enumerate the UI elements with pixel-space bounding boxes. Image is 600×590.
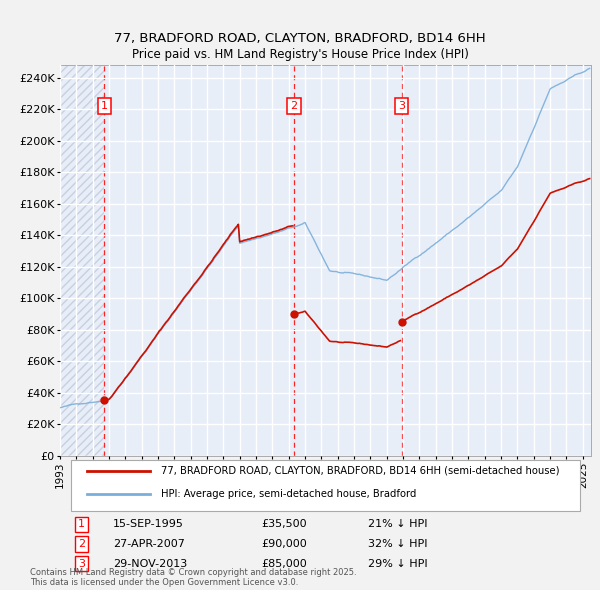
Text: 77, BRADFORD ROAD, CLAYTON, BRADFORD, BD14 6HH: 77, BRADFORD ROAD, CLAYTON, BRADFORD, BD…	[114, 32, 486, 45]
Text: 15-SEP-1995: 15-SEP-1995	[113, 519, 184, 529]
FancyBboxPatch shape	[71, 460, 580, 511]
Point	[289, 309, 299, 319]
Text: Price paid vs. HM Land Registry's House Price Index (HPI): Price paid vs. HM Land Registry's House …	[131, 48, 469, 61]
Text: 2: 2	[290, 101, 298, 111]
Text: 29-NOV-2013: 29-NOV-2013	[113, 559, 187, 569]
Text: 29% ↓ HPI: 29% ↓ HPI	[368, 559, 428, 569]
Text: £35,500: £35,500	[262, 519, 307, 529]
Text: HPI: Average price, semi-detached house, Bradford: HPI: Average price, semi-detached house,…	[161, 489, 416, 499]
Text: £90,000: £90,000	[262, 539, 308, 549]
Point	[100, 395, 109, 405]
Text: 3: 3	[78, 559, 85, 569]
Point	[397, 317, 406, 327]
Text: 3: 3	[398, 101, 405, 111]
Text: 32% ↓ HPI: 32% ↓ HPI	[368, 539, 427, 549]
Text: 2: 2	[77, 539, 85, 549]
Text: 77, BRADFORD ROAD, CLAYTON, BRADFORD, BD14 6HH (semi-detached house): 77, BRADFORD ROAD, CLAYTON, BRADFORD, BD…	[161, 466, 559, 476]
Text: Contains HM Land Registry data © Crown copyright and database right 2025.
This d: Contains HM Land Registry data © Crown c…	[30, 568, 356, 587]
Text: 27-APR-2007: 27-APR-2007	[113, 539, 185, 549]
Bar	[60, 65, 104, 456]
Text: 1: 1	[101, 101, 108, 111]
Text: 21% ↓ HPI: 21% ↓ HPI	[368, 519, 427, 529]
Text: 1: 1	[78, 519, 85, 529]
Text: £85,000: £85,000	[262, 559, 308, 569]
